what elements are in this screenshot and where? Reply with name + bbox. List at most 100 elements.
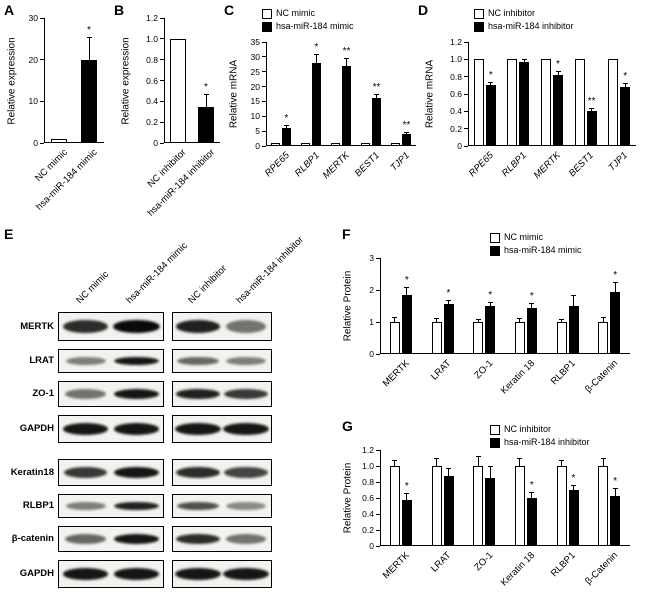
significance-marker: *: [404, 274, 409, 286]
error-bar-cap: [446, 299, 451, 301]
y-tick-label: 10: [28, 96, 38, 107]
bar: [473, 322, 484, 354]
error-bar-cap: [404, 131, 409, 133]
significance-marker: *: [613, 475, 618, 487]
y-tick-mark: [376, 289, 380, 291]
error-bar: [286, 125, 287, 129]
y-tick-label: 3: [369, 253, 374, 263]
blot-band: [63, 320, 108, 333]
y-tick-label: 10: [250, 111, 260, 122]
error-bar-cap: [571, 485, 576, 487]
y-axis-label-text: Relative expression: [6, 36, 18, 125]
error-bar: [489, 302, 491, 306]
y-axis-label-text: Relative expression: [120, 36, 132, 125]
significance-marker: *: [529, 290, 534, 302]
x-category-label-text: Keratin 18: [498, 550, 537, 589]
x-category-label-text: MERTK: [380, 358, 412, 390]
bar: [620, 87, 631, 146]
x-category-label-text: β-Catenin: [582, 550, 620, 588]
error-bar-cap: [392, 459, 398, 461]
error-bar: [436, 458, 437, 466]
x-category-label-text: RLBP1: [549, 550, 579, 580]
panel-letter-a: A: [4, 2, 15, 18]
bar: [389, 466, 400, 546]
blot-band: [225, 534, 267, 544]
error-bar-cap: [404, 286, 410, 288]
blot-band: [225, 320, 267, 333]
bar: [372, 98, 381, 146]
panel-G-chart: 0 0.2 0.4 0.6 0.8 1.0 1.2 Relative Protein NC in…: [340, 422, 650, 611]
significance-marker: *: [488, 69, 493, 81]
y-axis-label-text: Relative mRNA: [424, 59, 436, 129]
blot-band: [175, 389, 221, 399]
panel-letter-g: G: [342, 418, 353, 434]
blot-row-label: β-catenin: [11, 533, 54, 544]
error-bar-cap: [600, 317, 606, 319]
y-tick-mark: [376, 513, 380, 515]
y-tick-mark: [160, 80, 164, 81]
panel-B-chart: 0 0.2 0.4 0.6 0.8 1.0 1.2 Relative expression NC…: [116, 8, 222, 223]
y-tick-label: 0: [153, 138, 158, 148]
legend-label: NC mimic: [504, 232, 543, 242]
error-bar-cap: [475, 318, 481, 320]
significance-marker: **: [587, 95, 596, 107]
blot-band: [226, 357, 266, 365]
error-bar: [477, 456, 479, 466]
bar: [526, 307, 537, 354]
legend-swatch: [262, 22, 272, 32]
y-tick-mark: [40, 142, 44, 144]
bar: [389, 322, 400, 354]
plot-area: [468, 42, 636, 146]
error-bar: [448, 299, 449, 305]
y-tick-mark: [262, 130, 266, 132]
panel-letter-d: D: [418, 2, 429, 18]
significance-marker: **: [372, 82, 381, 93]
y-tick-mark: [40, 17, 44, 19]
bar: [514, 466, 525, 546]
legend-label: NC inhibitor: [488, 8, 536, 18]
error-bar-cap: [488, 81, 494, 83]
error-bar-cap: [612, 282, 618, 283]
blot-band: [113, 502, 159, 510]
error-bar-cap: [589, 107, 595, 109]
plot-area: [380, 258, 630, 354]
panel-letter-c: C: [224, 2, 235, 18]
error-bar: [573, 294, 574, 306]
bar: [574, 59, 585, 146]
error-bar: [602, 317, 604, 322]
significance-marker: *: [623, 70, 628, 82]
error-bar-cap: [622, 82, 628, 84]
bar: [568, 490, 579, 546]
significance-marker: *: [314, 41, 319, 53]
y-tick-mark: [464, 93, 468, 95]
y-tick-label: 1.0: [362, 461, 374, 471]
y-tick-label: 35: [250, 37, 260, 47]
bar: [541, 59, 551, 146]
plot-area: [266, 42, 416, 146]
y-tick-label: 30: [28, 13, 38, 23]
error-bar: [490, 81, 492, 86]
blot-band: [175, 534, 221, 544]
y-tick-label: 0.8: [362, 477, 374, 487]
bar: [608, 59, 619, 146]
error-bar-cap: [446, 467, 451, 469]
bar: [81, 59, 97, 143]
y-tick-label: 0: [255, 141, 260, 151]
legend-label: hsa-miR-184 inhibitor: [488, 21, 574, 31]
bar: [431, 466, 442, 546]
error-bar: [561, 318, 562, 322]
error-bar-cap: [344, 58, 349, 60]
y-tick-label: 0: [457, 141, 462, 151]
significance-marker: *: [556, 59, 560, 71]
blot-band: [177, 357, 219, 365]
blot-band: [226, 502, 266, 510]
bar: [331, 143, 340, 146]
error-bar-cap: [612, 487, 618, 489]
error-bar: [531, 302, 533, 308]
legend-swatch: [474, 9, 484, 19]
y-tick-label: 0.6: [450, 89, 462, 99]
bar: [556, 322, 567, 354]
error-bar-cap: [86, 36, 92, 38]
y-tick-label: 0.8: [146, 54, 158, 65]
blot-band: [113, 534, 160, 544]
